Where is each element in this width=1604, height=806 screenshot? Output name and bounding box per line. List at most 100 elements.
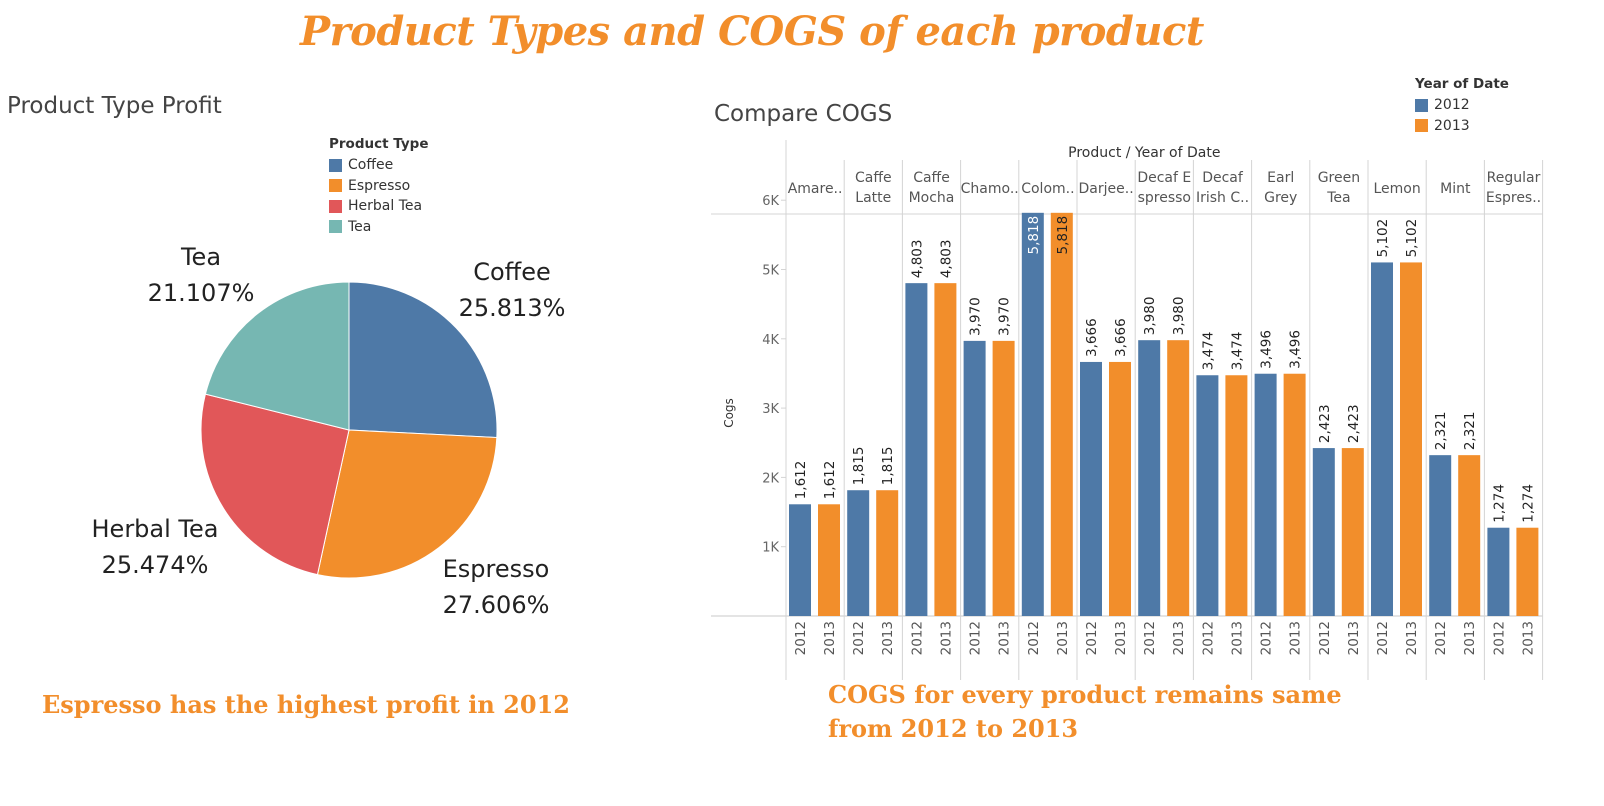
bar-green-tea-2012[interactable] bbox=[1312, 448, 1335, 616]
pie-slice-percent: 25.813% bbox=[459, 294, 566, 322]
dashboard-title: Product Types and COGS of each product bbox=[300, 8, 1204, 55]
legend-item-tea[interactable]: Tea bbox=[329, 217, 428, 238]
product-type-legend[interactable]: Product Type Coffee Espresso Herbal Tea Tea bbox=[329, 136, 428, 237]
bar-value-label: 1,612 bbox=[822, 461, 838, 500]
pie-slice-label: Coffee bbox=[473, 258, 551, 286]
bar-amare-2012[interactable] bbox=[789, 504, 811, 616]
x-year-label: 2012 bbox=[1317, 621, 1333, 655]
column-header: Product / Year of Date bbox=[1068, 145, 1220, 161]
legend-swatch bbox=[329, 179, 342, 193]
legend-item-herbal-tea[interactable]: Herbal Tea bbox=[329, 196, 428, 217]
category-label: Earl bbox=[1267, 170, 1294, 186]
x-year-label: 2012 bbox=[1259, 621, 1275, 655]
pie-insight-text: Espresso has the highest profit in 2012 bbox=[42, 690, 570, 719]
bar-caffe-mocha-2012[interactable] bbox=[905, 283, 928, 616]
pie-slice-coffee[interactable] bbox=[348, 281, 498, 439]
x-year-label: 2013 bbox=[822, 621, 838, 655]
legend-item-coffee[interactable]: Coffee bbox=[329, 155, 428, 176]
pie-slice-herbal-tea[interactable] bbox=[200, 393, 350, 576]
bar-insight-line2: from 2012 to 2013 bbox=[828, 714, 1079, 743]
legend-item-espresso[interactable]: Espresso bbox=[329, 176, 428, 197]
product-type-pie-chart[interactable]: Coffee 25.813% Espresso 27.606% Herbal Tea 25… bbox=[0, 0, 700, 680]
y-tick-label: 6K bbox=[762, 194, 779, 209]
bar-sheet-title: Compare COGS bbox=[714, 101, 893, 127]
x-year-label: 2013 bbox=[1288, 621, 1304, 655]
bar-caffe-latte-2013[interactable] bbox=[876, 490, 899, 616]
bar-value-label: 1,612 bbox=[793, 461, 809, 500]
category-label: Irish C.. bbox=[1196, 190, 1249, 206]
bar-decaf-irish-c-2013[interactable] bbox=[1225, 375, 1248, 616]
x-year-label: 2013 bbox=[1055, 621, 1071, 655]
legend-item-2012[interactable]: 2012 bbox=[1415, 95, 1509, 116]
bar-earl-grey-2013[interactable] bbox=[1283, 373, 1306, 616]
legend-label: Coffee bbox=[348, 157, 394, 174]
category-label: Regular bbox=[1487, 170, 1541, 186]
pie-slice-percent: 25.474% bbox=[102, 551, 209, 579]
x-year-label: 2012 bbox=[851, 621, 867, 655]
legend-title: Product Type bbox=[329, 136, 429, 152]
x-year-label: 2013 bbox=[1346, 621, 1362, 655]
x-year-label: 2013 bbox=[1520, 621, 1536, 655]
pie-slice-label: Tea bbox=[180, 243, 221, 271]
pie-slice-label: Espresso bbox=[443, 555, 550, 583]
category-label: Mocha bbox=[909, 190, 955, 206]
bar-lemon-2012[interactable] bbox=[1371, 262, 1393, 616]
bar-value-label: 3,474 bbox=[1200, 332, 1216, 371]
bar-value-label: 3,970 bbox=[997, 297, 1013, 336]
bar-value-label: 3,496 bbox=[1259, 330, 1275, 369]
bar-caffe-mocha-2013[interactable] bbox=[934, 283, 957, 616]
bar-value-label: 3,474 bbox=[1229, 332, 1245, 371]
bar-decaf-irish-c-2012[interactable] bbox=[1196, 375, 1219, 616]
bar-decaf-e-spresso-2012[interactable] bbox=[1138, 340, 1161, 616]
y-tick-label: 2K bbox=[762, 471, 779, 486]
pie-slice-espresso[interactable] bbox=[316, 429, 498, 579]
category-label: Decaf E bbox=[1137, 170, 1191, 186]
bar-darjee-2012[interactable] bbox=[1080, 361, 1102, 616]
bar-regular-espres-2012[interactable] bbox=[1487, 527, 1510, 616]
legend-label: Herbal Tea bbox=[348, 198, 423, 215]
category-label: Caffe bbox=[913, 170, 950, 186]
bar-earl-grey-2012[interactable] bbox=[1254, 373, 1277, 616]
category-label: spresso bbox=[1138, 190, 1191, 206]
bar-green-tea-2013[interactable] bbox=[1341, 448, 1364, 616]
bar-regular-espres-2013[interactable] bbox=[1516, 527, 1539, 616]
legend-label: Tea bbox=[348, 218, 372, 235]
bar-mint-2013[interactable] bbox=[1458, 455, 1481, 616]
bar-colom-2013[interactable] bbox=[1050, 212, 1073, 616]
y-tick-label: 5K bbox=[762, 264, 779, 279]
bar-chamo-2012[interactable] bbox=[963, 340, 986, 616]
bar-amare-2013[interactable] bbox=[818, 504, 840, 616]
category-label: Colom.. bbox=[1021, 181, 1074, 197]
pie-slice-tea[interactable] bbox=[204, 281, 350, 431]
bar-value-label: 5,102 bbox=[1404, 219, 1420, 258]
category-label: Lemon bbox=[1373, 181, 1420, 197]
bar-lemon-2013[interactable] bbox=[1400, 262, 1422, 616]
category-label: Amare.. bbox=[788, 181, 843, 197]
bar-insight-line1: COGS for every product remains same bbox=[828, 680, 1342, 709]
x-year-label: 2013 bbox=[1404, 621, 1420, 655]
x-year-label: 2013 bbox=[1229, 621, 1245, 655]
bar-value-label: 4,803 bbox=[909, 239, 925, 278]
x-year-label: 2012 bbox=[1142, 621, 1158, 655]
y-axis-label: Cogs bbox=[722, 398, 736, 428]
x-year-label: 2012 bbox=[1433, 621, 1449, 655]
category-label: Green bbox=[1318, 170, 1360, 186]
bar-chamo-2013[interactable] bbox=[992, 340, 1015, 616]
x-year-label: 2012 bbox=[793, 621, 809, 655]
pie-slice-label: Herbal Tea bbox=[92, 515, 219, 543]
legend-item-2013[interactable]: 2013 bbox=[1415, 116, 1509, 137]
bar-decaf-e-spresso-2013[interactable] bbox=[1167, 340, 1190, 616]
bar-mint-2012[interactable] bbox=[1429, 455, 1452, 616]
x-year-label: 2012 bbox=[1200, 621, 1216, 655]
legend-title: Year of Date bbox=[1415, 76, 1509, 92]
bar-caffe-latte-2012[interactable] bbox=[847, 490, 870, 616]
bar-darjee-2013[interactable] bbox=[1109, 361, 1131, 616]
bar-colom-2012[interactable] bbox=[1021, 212, 1044, 616]
x-year-label: 2013 bbox=[1462, 621, 1478, 655]
x-year-label: 2013 bbox=[997, 621, 1013, 655]
legend-swatch bbox=[329, 158, 342, 172]
year-legend[interactable]: Year of Date 2012 2013 bbox=[1415, 76, 1509, 136]
category-label: Chamo.. bbox=[961, 181, 1019, 197]
bar-value-label: 3,666 bbox=[1113, 318, 1129, 357]
bar-insight-text: COGS for every product remains same from… bbox=[828, 678, 1342, 746]
